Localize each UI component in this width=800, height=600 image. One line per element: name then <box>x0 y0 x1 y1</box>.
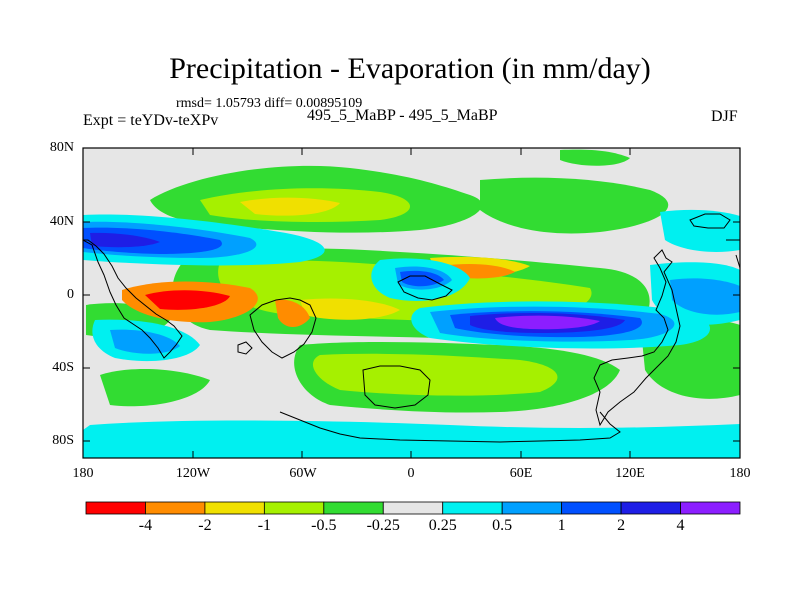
field-central-blue <box>400 270 444 287</box>
lon-tick-marks <box>82 148 741 458</box>
outline-southern-continent <box>362 365 431 409</box>
map-field <box>83 148 740 458</box>
outline-antarctic-like <box>279 411 621 443</box>
experiment-label: Expt = teYDv-teXPv <box>83 112 219 129</box>
field-south-lime <box>312 353 558 396</box>
field-northwest-darkblue <box>90 232 160 248</box>
outline-central-continent <box>249 297 317 359</box>
field-southwest-green <box>100 368 210 407</box>
lat-tick-80S: 80S <box>52 433 74 448</box>
colorbar-swatch <box>561 501 622 515</box>
field-south-pole-cyan <box>83 420 740 458</box>
field-west-lightblue <box>110 329 180 354</box>
outline-east-coast <box>726 239 740 269</box>
field-tropics-yellow <box>300 298 400 320</box>
lat-tick-40N: 40N <box>49 214 74 229</box>
runs-label: 495_5_MaBP - 495_5_MaBP <box>307 107 498 124</box>
outline-small-island <box>237 341 253 355</box>
lon-tick-180w: 180 <box>72 466 94 481</box>
colorbar-label: -1 <box>257 517 272 534</box>
field-north-pacific-yellow <box>240 197 340 216</box>
field-southern-purple <box>495 315 600 330</box>
colorbar-label: 0.5 <box>492 517 513 534</box>
lat-tick-marks <box>83 147 740 442</box>
continent-outlines <box>83 213 740 443</box>
colorbar-swatch <box>442 501 503 515</box>
colorbar-label: -0.25 <box>366 517 400 534</box>
field-pacific-red <box>145 290 230 310</box>
lon-tick-120E: 120E <box>615 466 645 481</box>
colorbar-swatch <box>501 501 563 515</box>
colorbar-swatch <box>620 501 681 515</box>
lon-tick-120W: 120W <box>175 466 211 481</box>
plot-title: Precipitation - Evaporation (in mm/day) <box>169 52 651 85</box>
stats-label: rmsd= 1.05793 diff= 0.00895109 <box>176 96 363 111</box>
colorbar-swatch <box>323 501 384 515</box>
colorbar-label: 4 <box>676 517 685 534</box>
outline-east-continent <box>593 249 681 427</box>
colorbar-swatch <box>204 501 265 515</box>
outline-west-continent <box>83 239 183 359</box>
colorbar-swatch <box>145 501 206 515</box>
colorbar-label: -2 <box>198 517 212 534</box>
outline-africa-like <box>397 275 453 301</box>
lon-tick-60E: 60E <box>509 466 533 481</box>
lon-tick-60W: 60W <box>289 466 317 481</box>
field-northeast-cyan <box>660 209 740 252</box>
colorbar-swatch <box>680 501 741 515</box>
lat-tick-80N: 80N <box>49 140 74 155</box>
colorbar-label: 2 <box>617 517 626 534</box>
lon-tick-180e: 180 <box>729 466 751 481</box>
field-continent-orange <box>275 299 310 327</box>
colorbar-label: 0.25 <box>428 517 457 534</box>
colorbar-swatch <box>382 501 444 515</box>
colorbar-label: 1 <box>557 517 566 534</box>
lon-tick-0: 0 <box>407 466 415 481</box>
field-arctic-green <box>560 149 630 166</box>
colorbar <box>85 501 741 515</box>
lat-tick-40S: 40S <box>52 360 74 375</box>
outline-northeast-island <box>689 213 731 229</box>
colorbar-label: -4 <box>138 517 153 534</box>
field-north-atlantic-green <box>480 177 669 234</box>
colorbar-label: -0.5 <box>311 517 337 534</box>
colorbar-swatch <box>85 501 146 515</box>
lat-tick-0: 0 <box>67 287 74 302</box>
field-east-lightblue <box>670 278 740 315</box>
colorbar-swatch <box>263 501 325 515</box>
season-label: DJF <box>711 108 738 125</box>
